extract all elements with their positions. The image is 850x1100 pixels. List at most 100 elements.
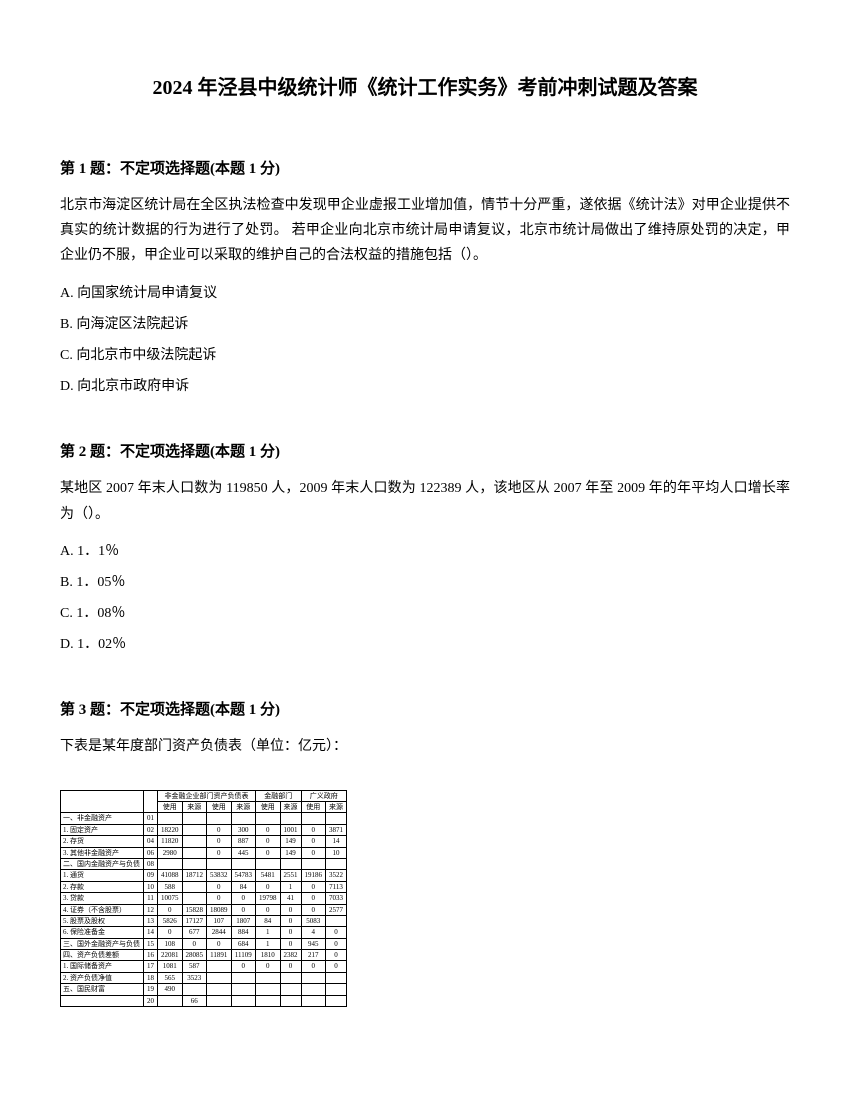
table-cell [207, 961, 232, 972]
table-cell [182, 836, 207, 847]
table-cell: 149 [280, 847, 301, 858]
table-cell: 53832 [207, 870, 232, 881]
table-cell: 3523 [182, 972, 207, 983]
table-cell: 0 [301, 847, 326, 858]
table-cell [280, 972, 301, 983]
table-header-group-3: 广义政府 [301, 790, 347, 801]
table-cell [301, 858, 326, 869]
row-code: 20 [144, 995, 158, 1006]
table-cell: 7113 [326, 881, 347, 892]
col-label: 使用 [256, 802, 281, 813]
table-cell [182, 984, 207, 995]
table-cell: 0 [256, 847, 281, 858]
q2-option-d: D. 1．02％ [60, 632, 790, 657]
balance-sheet-table: 非金融企业部门资产负债表 金融部门 广义政府 使用 来源 使用 来源 使用 来源… [60, 790, 347, 1007]
table-cell: 5481 [256, 870, 281, 881]
table-cell: 0 [326, 938, 347, 949]
table-cell [326, 915, 347, 926]
row-label: 5. 股票及股权 [61, 915, 144, 926]
table-row: 4. 证券（不含股票）120158281808900002577 [61, 904, 347, 915]
row-label: 五、国民财富 [61, 984, 144, 995]
question-3: 第 3 题：不定项选择题(本题 1 分) 下表是某年度部门资产负债表（单位：亿元… [60, 697, 790, 1007]
table-cell [280, 995, 301, 1006]
table-cell [158, 813, 183, 824]
table-cell: 0 [326, 961, 347, 972]
table-cell [207, 813, 232, 824]
table-cell [158, 995, 183, 1006]
row-label: 三、国外金融资产与负债 [61, 938, 144, 949]
row-code: 14 [144, 927, 158, 938]
table-row: 1. 固定资产021822003000100103871 [61, 824, 347, 835]
table-row: 一、非金融资产01 [61, 813, 347, 824]
table-cell: 149 [280, 836, 301, 847]
table-row: 3. 贷款111007500197984107033 [61, 893, 347, 904]
table-cell: 2382 [280, 950, 301, 961]
row-label: 3. 其他非金融资产 [61, 847, 144, 858]
table-cell: 0 [231, 893, 256, 904]
table-cell: 0 [301, 961, 326, 972]
table-cell: 0 [301, 904, 326, 915]
row-code: 10 [144, 881, 158, 892]
q2-header: 第 2 题：不定项选择题(本题 1 分) [60, 439, 790, 466]
table-cell [182, 813, 207, 824]
q1-option-b: B. 向海淀区法院起诉 [60, 312, 790, 337]
table-cell: 84 [231, 881, 256, 892]
table-cell: 19186 [301, 870, 326, 881]
table-cell: 18712 [182, 870, 207, 881]
table-cell: 3871 [326, 824, 347, 835]
table-cell: 0 [207, 881, 232, 892]
table-row: 三、国外金融资产与负债1510800684109450 [61, 938, 347, 949]
row-code: 01 [144, 813, 158, 824]
table-cell: 1081 [158, 961, 183, 972]
table-cell: 0 [256, 824, 281, 835]
table-cell: 2577 [326, 904, 347, 915]
table-cell: 0 [207, 824, 232, 835]
table-cell: 887 [231, 836, 256, 847]
table-row: 1. 通货09410881871253832547835481255119186… [61, 870, 347, 881]
row-code: 18 [144, 972, 158, 983]
table-cell [280, 984, 301, 995]
row-label: 1. 通货 [61, 870, 144, 881]
table-row: 5. 股票及股权1358261712710718078405083 [61, 915, 347, 926]
table-row: 2. 资产负债净值185653523 [61, 972, 347, 983]
table-row: 1. 国际储备资产17108158700000 [61, 961, 347, 972]
table-cell [280, 858, 301, 869]
col-label: 来源 [182, 802, 207, 813]
table-cell: 10 [326, 847, 347, 858]
table-cell: 565 [158, 972, 183, 983]
row-label: 1. 国际储备资产 [61, 961, 144, 972]
table-cell [182, 893, 207, 904]
q2-option-a: A. 1．1％ [60, 539, 790, 564]
table-cell [182, 858, 207, 869]
row-label: 6. 保险准备金 [61, 927, 144, 938]
table-cell: 2844 [207, 927, 232, 938]
table-cell [326, 972, 347, 983]
table-cell [182, 847, 207, 858]
row-code: 09 [144, 870, 158, 881]
table-cell: 300 [231, 824, 256, 835]
table-cell: 11891 [207, 950, 232, 961]
table-cell: 1810 [256, 950, 281, 961]
table-cell: 0 [207, 836, 232, 847]
table-cell: 0 [256, 961, 281, 972]
table-cell: 11820 [158, 836, 183, 847]
table-row: 2. 存货041182008870149014 [61, 836, 347, 847]
table-cell: 0 [301, 893, 326, 904]
table-cell: 445 [231, 847, 256, 858]
row-code: 13 [144, 915, 158, 926]
table-header-group-1: 非金融企业部门资产负债表 [158, 790, 256, 801]
table-cell [326, 813, 347, 824]
table-cell: 677 [182, 927, 207, 938]
row-code: 16 [144, 950, 158, 961]
table-cell: 217 [301, 950, 326, 961]
table-cell: 0 [207, 847, 232, 858]
row-code: 15 [144, 938, 158, 949]
table-cell: 0 [207, 893, 232, 904]
table-cell: 17127 [182, 915, 207, 926]
table-cell: 0 [280, 938, 301, 949]
table-cell: 5826 [158, 915, 183, 926]
table-cell: 490 [158, 984, 183, 995]
table-cell [326, 858, 347, 869]
table-cell: 15828 [182, 904, 207, 915]
table-cell [231, 984, 256, 995]
